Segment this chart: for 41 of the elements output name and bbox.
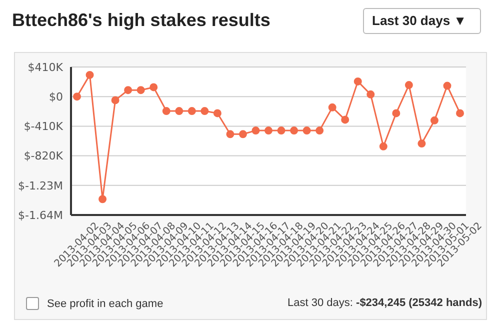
text: See profit in each game: [47, 298, 164, 310]
point: [136, 86, 145, 94]
point: [379, 142, 388, 150]
point: [238, 130, 247, 138]
y-tick-label: $-1.23M: [18, 179, 63, 192]
point: [430, 116, 438, 124]
point: [264, 126, 272, 135]
point: [150, 83, 158, 92]
point: [162, 107, 170, 116]
point: [328, 103, 336, 112]
point: [302, 126, 311, 135]
point: [111, 96, 120, 104]
text: Last 30 days: -$234,245 (25342 hands): [288, 297, 482, 309]
point: [252, 126, 260, 135]
point: [98, 195, 107, 204]
point: [124, 86, 132, 94]
point: [290, 126, 298, 135]
point: [456, 109, 464, 118]
point: [226, 130, 234, 138]
point: [341, 116, 350, 124]
point: [392, 109, 400, 118]
y-tick-label: $-820K: [24, 150, 64, 163]
point: [418, 140, 426, 148]
y-tick-label: $0: [49, 90, 63, 104]
y-tick-label: $410K: [28, 60, 64, 74]
chart-title: Bttech86's high stakes results: [12, 10, 270, 31]
point: [316, 126, 324, 135]
point: [188, 107, 196, 116]
point: [73, 92, 81, 101]
point: [366, 90, 375, 98]
point: [200, 107, 209, 116]
point: [277, 126, 286, 135]
point: [404, 81, 413, 90]
point: [175, 107, 184, 116]
text: Last 30 days ▼: [363, 8, 481, 34]
point: [354, 77, 362, 86]
point: [443, 82, 452, 90]
point: [86, 70, 94, 79]
y-tick-label: $-1.64M: [18, 208, 63, 222]
y-tick-label: $-410K: [24, 120, 64, 134]
point: [213, 109, 222, 118]
